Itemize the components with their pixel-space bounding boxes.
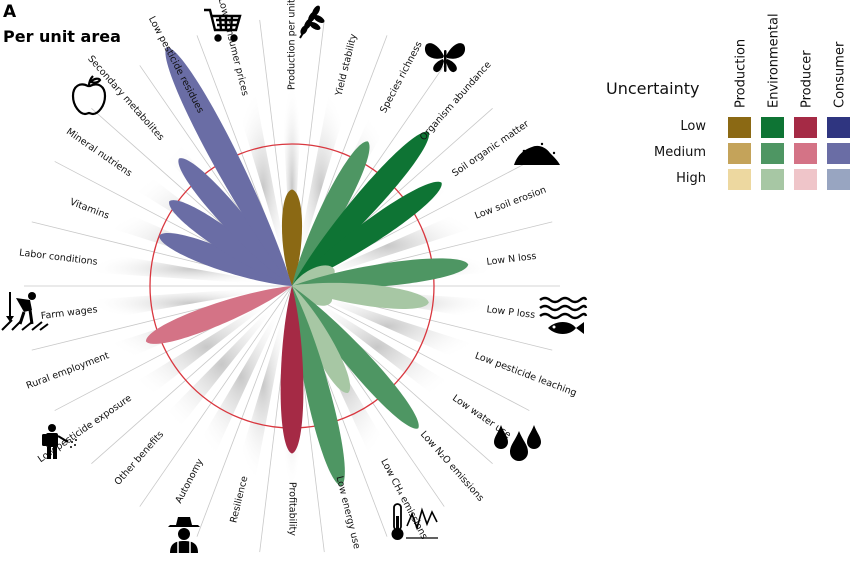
shade-wedge [292, 286, 483, 367]
legend-category-producer: Producer [800, 50, 815, 108]
petal-secondary-metabolites [178, 158, 292, 286]
soil-icon [514, 142, 560, 165]
legend-level-high: High [676, 171, 706, 186]
petal-layer [145, 47, 469, 486]
label-low-consumer-prices: Low consumer prices [216, 0, 251, 97]
petal-profitability [280, 286, 304, 454]
legend-swatch-producer-high [794, 169, 817, 190]
legend-title: Uncertainty [606, 79, 699, 98]
legend-swatch-production-low [728, 117, 751, 138]
label-low-n-loss: Low N loss [486, 251, 537, 268]
label-farm-wages: Farm wages [40, 304, 98, 322]
label-yield-stability: Yield stability [333, 32, 359, 98]
spoke-line [139, 285, 293, 507]
label-mineral-nutriens: Mineral nutriens [64, 126, 134, 179]
legend-swatch-consumer-high [827, 169, 850, 190]
wheat-icon [299, 5, 325, 39]
label-resilience: Resilience [228, 475, 250, 524]
label-low-soil-erosion: Low soil erosion [473, 185, 548, 222]
petal-low-n-o-emissions [292, 286, 419, 429]
label-low-pesticide-residues: Low pesticide residues [146, 15, 206, 115]
petal-low-pesticide-residues [165, 47, 292, 286]
shade-wedge [292, 205, 483, 286]
legend-swatch-producer-low [794, 117, 817, 138]
legend: Uncertainty Low Medium High Production Enviro… [606, 13, 850, 190]
label-low-energy-use: Low energy use [334, 475, 363, 550]
petal-production-per-unit-area [281, 189, 303, 286]
spoke-line [196, 285, 293, 537]
shade-wedge [292, 89, 351, 287]
petal-low-ch-emissions [292, 286, 350, 393]
panel-letter: A [3, 2, 17, 22]
label-soil-organic-matter: Soil organic matter [450, 119, 531, 180]
legend-swatch-production-high [728, 169, 751, 190]
label-production-per-unit-area: Production per unit area [287, 0, 298, 90]
worker-field-icon [1, 292, 49, 331]
spoke-line [91, 285, 293, 465]
label-low-ch-emissions: Low CH₄ emissions [378, 457, 429, 541]
legend-category-environmental: Environmental [767, 13, 782, 108]
petal-species-richness [292, 141, 370, 286]
legend-swatch-environmental-low [761, 117, 784, 138]
thermometer-graph-icon [391, 503, 438, 540]
panel-title: Per unit area [3, 27, 121, 46]
shade-wedge [292, 286, 463, 409]
sprayer-person-icon [42, 424, 77, 459]
legend-swatch-consumer-medium [827, 143, 850, 164]
petal-mineral-nutriens [169, 200, 292, 286]
label-low-n-o-emissions: Low N₂O emissions [418, 429, 486, 504]
legend-category-consumer: Consumer [833, 41, 848, 108]
droplets-icon [494, 425, 541, 461]
shade-wedge [151, 286, 292, 443]
legend-level-medium: Medium [654, 145, 706, 160]
legend-swatch-consumer-low [827, 117, 850, 138]
shade-wedge [92, 286, 293, 321]
cart-icon [204, 8, 242, 42]
label-low-pesticide-leaching: Low pesticide leaching [473, 350, 578, 399]
petal-organism-abundance [292, 131, 429, 286]
label-autonomy: Autonomy [173, 457, 206, 506]
petal-low-p-loss [292, 282, 429, 309]
legend-level-low: Low [680, 119, 706, 134]
shade-wedge [92, 251, 293, 286]
petal-low-energy-use [292, 286, 345, 486]
legend-swatch-production-medium [728, 143, 751, 164]
petal-low-n-loss [292, 258, 469, 289]
shade-wedge [281, 86, 303, 287]
shade-wedge [233, 89, 292, 287]
label-secondary-metabolites: Secondary metabolites [85, 54, 166, 143]
butterfly-icon [424, 43, 466, 73]
shade-wedge [121, 286, 292, 409]
shade-wedge [189, 286, 292, 468]
farmer-icon [168, 517, 200, 553]
label-low-p-loss: Low P loss [486, 304, 536, 321]
label-rural-employment: Rural employment [25, 350, 111, 391]
legend-swatch-producer-medium [794, 143, 817, 164]
petal-low-pesticide-leaching [292, 284, 332, 306]
label-profitability: Profitability [287, 482, 298, 536]
water-fish-icon [539, 296, 588, 334]
legend-swatch-environmental-high [761, 169, 784, 190]
petal-soil-organic-matter [292, 181, 442, 286]
legend-swatch-environmental-medium [761, 143, 784, 164]
icon-layer [1, 5, 588, 553]
legend-category-production: Production [734, 39, 749, 108]
petal-vitamins [159, 232, 292, 286]
label-vitamins: Vitamins [68, 197, 111, 222]
shade-wedge [233, 286, 292, 483]
label-organism-abundance: Organism abundance [418, 59, 494, 143]
spoke-line [291, 285, 530, 411]
label-labor-conditions: Labor conditions [19, 247, 99, 267]
petal-rural-employment [145, 286, 292, 344]
apple-icon [71, 75, 107, 116]
